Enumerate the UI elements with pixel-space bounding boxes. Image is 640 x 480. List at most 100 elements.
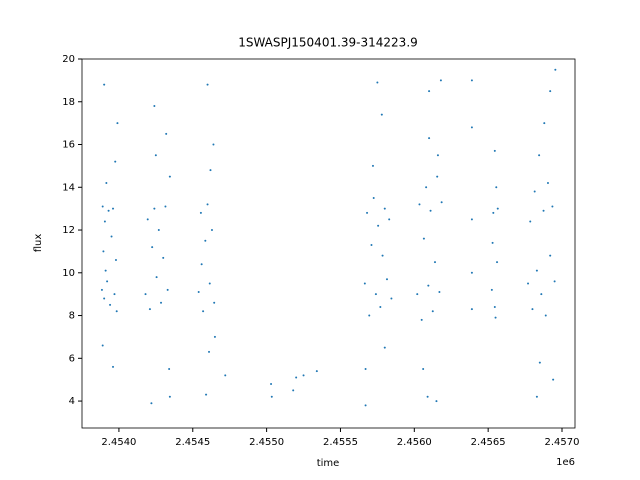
point (428, 90, 431, 93)
point (535, 269, 538, 272)
point (155, 276, 158, 279)
point (103, 83, 106, 86)
point (493, 305, 496, 308)
point (549, 254, 552, 257)
x-tick-label: 2.4570 (545, 437, 580, 448)
point (535, 395, 538, 398)
y-tick-label: 18 (62, 97, 75, 108)
x-axis-label: time (317, 458, 340, 469)
plot-frame (81, 58, 576, 429)
point (470, 126, 473, 129)
y-tick-label: 6 (69, 353, 75, 364)
point (380, 113, 383, 116)
point (197, 291, 200, 294)
point (553, 280, 556, 283)
point (552, 378, 555, 381)
point (213, 301, 216, 304)
point (438, 291, 441, 294)
point (531, 308, 534, 311)
point (363, 282, 366, 285)
point (538, 154, 541, 157)
point (533, 190, 536, 193)
point (204, 239, 207, 242)
point (206, 203, 209, 206)
point (202, 310, 205, 313)
point (554, 68, 557, 71)
point (112, 207, 115, 210)
point (157, 229, 160, 232)
point (529, 220, 532, 223)
point (115, 310, 118, 313)
point (212, 143, 215, 146)
point (390, 297, 393, 300)
point (166, 288, 169, 291)
point (425, 186, 428, 189)
chart-title: 1SWASPJ150401.39-314223.9 (238, 36, 418, 50)
point (164, 205, 167, 208)
point (428, 137, 431, 140)
point (105, 181, 108, 184)
point (496, 261, 499, 264)
point (377, 224, 380, 227)
point (364, 367, 367, 370)
point (114, 160, 117, 163)
point (420, 318, 423, 321)
point (302, 374, 305, 377)
x-tick-label: 2.4555 (323, 437, 358, 448)
point (102, 250, 105, 253)
point (110, 235, 113, 238)
y-tick-label: 16 (62, 140, 75, 151)
point (379, 305, 382, 308)
point (470, 308, 473, 311)
point (388, 218, 391, 221)
point (168, 175, 171, 178)
point (270, 395, 273, 398)
point (538, 361, 541, 364)
point (527, 282, 530, 285)
point (148, 308, 151, 311)
point (101, 344, 104, 347)
point (493, 149, 496, 152)
point (371, 164, 374, 167)
y-tick-label: 10 (62, 268, 75, 279)
point (542, 209, 545, 212)
y-tick-label: 4 (69, 396, 75, 407)
point (144, 293, 147, 296)
point (103, 220, 106, 223)
point (540, 293, 543, 296)
x-offset-label: 1e6 (556, 457, 575, 468)
point (544, 314, 547, 317)
point (422, 237, 425, 240)
point (416, 293, 419, 296)
point (543, 122, 546, 125)
point (490, 288, 493, 291)
point (370, 243, 373, 246)
point (103, 297, 106, 300)
point (383, 207, 386, 210)
point (383, 346, 386, 349)
point (427, 284, 430, 287)
point (381, 254, 384, 257)
point (200, 263, 203, 266)
point (168, 367, 171, 370)
point (150, 402, 153, 405)
point (496, 207, 499, 210)
point (165, 132, 168, 135)
point (436, 154, 439, 157)
point (376, 81, 379, 84)
point (100, 288, 103, 291)
point (113, 293, 116, 296)
point (470, 218, 473, 221)
point (162, 256, 165, 259)
x-tick-label: 2.4540 (101, 437, 136, 448)
point (435, 400, 438, 403)
point (364, 404, 367, 407)
point (116, 122, 119, 125)
point (491, 241, 494, 244)
point (206, 83, 209, 86)
x-tick-label: 2.4545 (175, 437, 210, 448)
point (385, 278, 388, 281)
point (439, 79, 442, 82)
point (315, 370, 318, 373)
point (295, 376, 298, 379)
